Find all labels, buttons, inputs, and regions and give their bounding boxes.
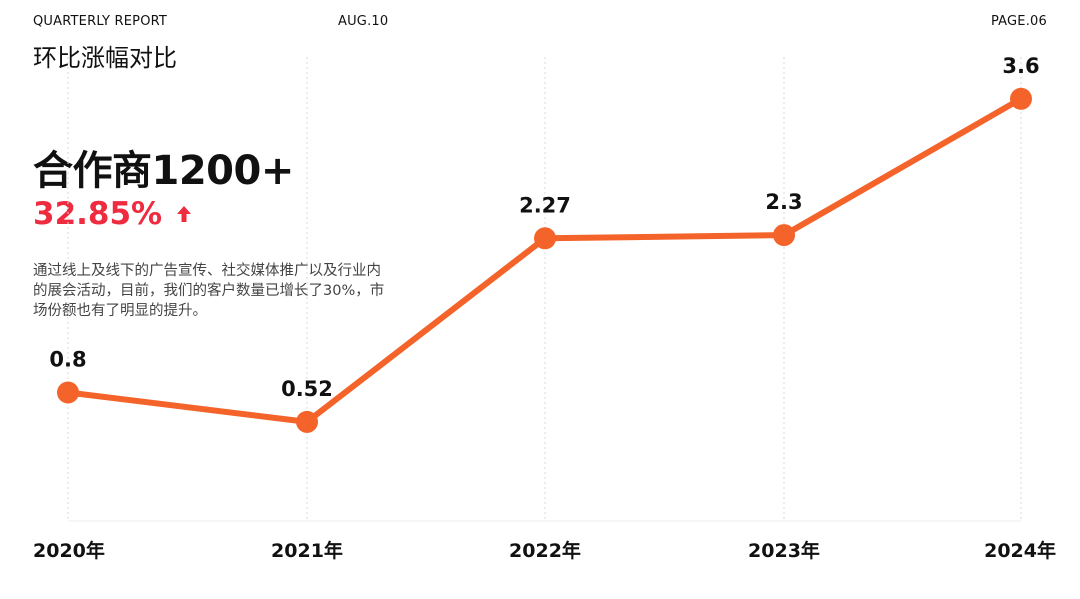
- data-point: [296, 410, 318, 433]
- x-tick-label: 2022年: [509, 539, 581, 562]
- data-label: 0.8: [49, 348, 86, 372]
- description-text: 通过线上及线下的广告宣传、社交媒体推广以及行业内的展会活动，目前，我们的客户数量…: [33, 263, 385, 319]
- x-tick-label: 2024年: [984, 539, 1056, 562]
- x-tick-label: 2023年: [748, 539, 820, 562]
- data-point: [534, 227, 556, 250]
- data-point: [773, 224, 795, 247]
- data-point: [57, 381, 79, 404]
- growth-percentage: 32.85%: [33, 196, 163, 232]
- data-label: 2.3: [765, 190, 802, 214]
- x-tick-label: 2020年: [33, 539, 105, 562]
- partner-count-headline: 合作商1200+: [33, 148, 294, 194]
- header-report-label: QUARTERLY REPORT: [33, 14, 168, 29]
- data-point: [1010, 87, 1032, 110]
- data-label: 3.6: [1002, 54, 1039, 78]
- data-label: 2.27: [519, 193, 571, 217]
- arrow-up-icon: [177, 206, 192, 222]
- header-date: AUG.10: [338, 14, 389, 29]
- x-tick-label: 2021年: [271, 539, 343, 562]
- page-title: 环比涨幅对比: [33, 44, 177, 72]
- data-label: 0.52: [281, 377, 333, 401]
- header-page-number: PAGE.06: [990, 14, 1047, 29]
- growth-stat: 32.85%: [33, 196, 192, 232]
